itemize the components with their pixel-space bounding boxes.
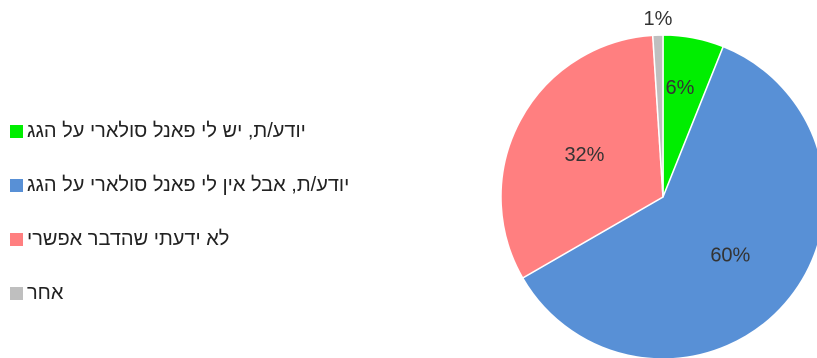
legend-swatch-1 bbox=[10, 178, 23, 192]
data-label-2: 32% bbox=[564, 144, 604, 166]
legend-item-0: יודע/ת, יש לי פאנל סולארי על הגג bbox=[10, 117, 450, 145]
legend-item-2: לא ידעתי שהדבר אפשרי bbox=[10, 225, 450, 253]
data-label-3: 1% bbox=[644, 8, 673, 30]
pie-slice-1 bbox=[521, 45, 817, 358]
data-label-1: 60% bbox=[710, 244, 750, 266]
legend-swatch-3 bbox=[10, 286, 23, 300]
legend-label-3: אחר bbox=[27, 281, 64, 304]
legend-swatch-0 bbox=[10, 124, 23, 138]
legend-swatch-2 bbox=[10, 232, 23, 246]
legend-item-1: יודע/ת, אבל אין לי פאנל סולארי על הגג bbox=[10, 171, 450, 199]
legend-label-0: יודע/ת, יש לי פאנל סולארי על הגג bbox=[27, 119, 306, 142]
pie-slice-2 bbox=[500, 34, 664, 280]
data-label-0: 6% bbox=[666, 77, 695, 99]
pie-slice-3 bbox=[651, 34, 664, 198]
legend-item-3: אחר bbox=[10, 279, 450, 307]
legend-label-2: לא ידעתי שהדבר אפשרי bbox=[27, 227, 230, 250]
legend-label-1: יודע/ת, אבל אין לי פאנל סולארי על הגג bbox=[27, 173, 350, 196]
legend: יודע/ת, יש לי פאנל סולארי על הגג יודע/ת, … bbox=[10, 117, 450, 333]
